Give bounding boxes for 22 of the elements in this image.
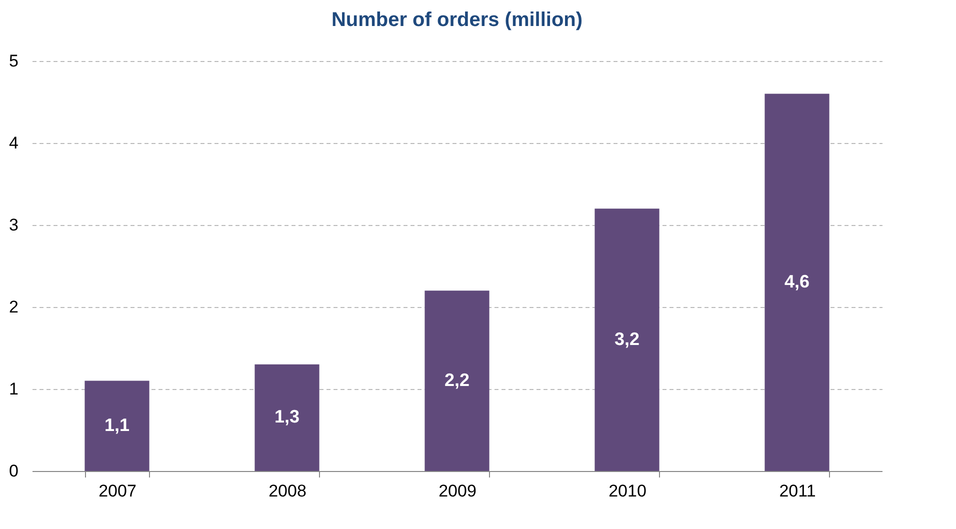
y-tick-label: 5	[9, 52, 18, 70]
x-tick-label: 2007	[98, 482, 136, 500]
x-tick-label: 2011	[779, 482, 816, 500]
bar	[254, 364, 320, 471]
data-label: 4,6	[784, 271, 810, 292]
data-label: 1,3	[274, 406, 300, 427]
y-tick-label: 0	[9, 462, 18, 480]
y-tick-label: 3	[9, 216, 18, 234]
bar	[84, 380, 150, 471]
data-label: 2,2	[444, 370, 470, 390]
x-tick-label: 2009	[438, 482, 476, 500]
data-label: 3,2	[614, 328, 640, 349]
bar	[764, 94, 830, 471]
x-tick-label: 2010	[608, 482, 646, 500]
y-tick-label: 4	[9, 134, 18, 152]
y-tick-label: 2	[9, 298, 18, 316]
data-label: 1,1	[104, 414, 130, 435]
y-tick-label: 1	[9, 380, 18, 398]
x-tick-label: 2008	[268, 482, 306, 500]
chart-title: Number of orders (million)	[331, 9, 583, 31]
bar	[424, 290, 490, 471]
bar	[594, 208, 660, 471]
